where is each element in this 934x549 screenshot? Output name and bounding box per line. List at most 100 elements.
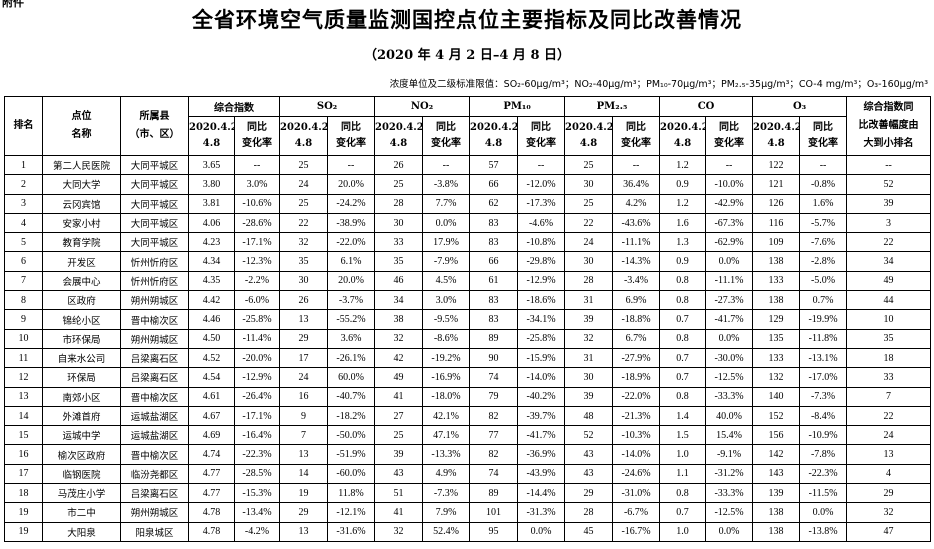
value-cell: 34 (374, 290, 423, 311)
header-change: 同比 变化率 (517, 116, 566, 156)
value-cell: 3.0% (234, 174, 280, 195)
value-cell: -25.8% (517, 328, 566, 349)
table-header: 排名 点位 名称 所属县 （市、区） 综合指数 SO₂ NO₂ PM₁₀ PM₂.₅ CO O₃ 综合指… (4, 96, 932, 156)
table-row: 12 环保局 吕梁离石区 4.54 -12.9% 24 60.0% 49 -16.9% 74 -14… (4, 367, 932, 388)
value-cell: 22 (564, 212, 614, 234)
value-cell: -12.9% (517, 270, 566, 292)
value-cell: 4.52 (188, 347, 235, 369)
value-cell: 129 (752, 309, 801, 330)
value-cell: 19 (279, 483, 328, 504)
value-cell: 0.9 (659, 251, 707, 272)
value-cell: 74 (469, 463, 519, 485)
attachment-label: 附件 (2, 0, 24, 9)
header-group-4: PM₂.₅ (564, 96, 661, 117)
air-quality-table: 排名 点位 名称 所属县 （市、区） 综合指数 SO₂ NO₂ PM₁₀ PM₂.₅ CO O₃ 综合指… (4, 96, 932, 542)
value-cell: -5.7% (799, 212, 848, 234)
value-cell: 13 (279, 444, 328, 465)
value-cell: 22 (279, 212, 328, 234)
header-group-3: PM₁₀ (469, 96, 566, 117)
value-cell: -11.1% (612, 232, 661, 253)
value-cell: 4.74 (188, 444, 235, 465)
value-cell: 20.0% (327, 270, 375, 292)
rank-cell: 9 (4, 309, 43, 330)
value-cell: 4.5% (421, 270, 471, 292)
value-cell: -- (799, 154, 848, 176)
value-cell: 7 (846, 386, 932, 407)
value-cell: 0.0% (705, 521, 754, 542)
value-cell: -6.0% (234, 290, 280, 311)
value-cell: 46 (374, 270, 423, 292)
value-cell: -- (421, 154, 471, 176)
header-group-1: SO₂ (279, 96, 375, 117)
value-cell: 135 (752, 328, 801, 349)
value-cell: 4.54 (188, 367, 235, 388)
value-cell: 4.78 (188, 521, 235, 542)
value-cell: 11.8% (327, 483, 375, 504)
value-cell: 3.6% (327, 328, 375, 349)
rank-cell: 2 (4, 174, 43, 195)
value-cell: 30 (279, 270, 328, 292)
value-cell: 29 (564, 483, 614, 504)
value-cell: 39 (846, 193, 932, 214)
rank-cell: 6 (4, 251, 43, 272)
county-cell: 临汾尧都区 (120, 463, 189, 485)
date-range-subtitle: （2020 年 4 月 2 日–4 月 8 日） (363, 48, 571, 63)
value-cell: 0.8 (659, 270, 707, 292)
value-cell: 0.8 (659, 328, 707, 349)
rank-cell: 4 (4, 212, 43, 234)
table-row: 9 锦纶小区 晋中榆次区 4.46 -25.8% 13 -55.2% 38 -9.5% 83 -34… (4, 309, 932, 330)
value-cell: -31.0% (612, 483, 661, 504)
value-cell: -13.8% (799, 521, 848, 542)
value-cell: -0.8% (799, 174, 848, 195)
value-cell: 49 (846, 270, 932, 292)
county-cell: 吕梁离石区 (120, 367, 189, 388)
value-cell: 1.6% (799, 193, 848, 214)
value-cell: 42.1% (421, 405, 471, 427)
value-cell: 45 (564, 521, 614, 542)
value-cell: 16 (279, 386, 328, 407)
county-cell: 大同平城区 (120, 154, 189, 176)
value-cell: -14.0% (612, 444, 661, 465)
value-cell: 82 (469, 444, 519, 465)
value-cell: 52 (846, 174, 932, 195)
site-name-cell: 锦纶小区 (42, 309, 121, 330)
value-cell: 4.23 (188, 232, 235, 253)
value-cell: 35 (374, 251, 423, 272)
value-cell: 140 (752, 386, 801, 407)
value-cell: 77 (469, 425, 519, 446)
value-cell: 1.4 (659, 405, 707, 427)
value-cell: 18 (846, 347, 932, 369)
value-cell: -9.5% (421, 309, 471, 330)
table-row: 8 区政府 朔州朔城区 4.42 -6.0% 26 -3.7% 34 3.0% 83 -18.6% 3… (4, 290, 932, 311)
value-cell: -28.6% (234, 212, 280, 234)
value-cell: 95 (469, 521, 519, 542)
value-cell: -62.9% (705, 232, 754, 253)
value-cell: -55.2% (327, 309, 375, 330)
value-cell: 83 (469, 290, 519, 311)
value-cell: -27.9% (612, 347, 661, 369)
value-cell: -14.3% (612, 251, 661, 272)
rank-cell: 14 (4, 405, 43, 427)
header-change: 同比 变化率 (799, 116, 848, 156)
value-cell: -17.0% (799, 367, 848, 388)
value-cell: 101 (469, 502, 519, 523)
site-name-cell: 安家小村 (42, 212, 121, 234)
value-cell: -19.9% (799, 309, 848, 330)
value-cell: 49 (374, 367, 423, 388)
value-cell: 1.5 (659, 425, 707, 446)
table-row: 14 外滩首府 运城盐湖区 4.67 -17.1% 9 -18.2% 27 42.1% 82 -39… (4, 405, 932, 427)
value-cell: 0.9 (659, 174, 707, 195)
value-cell: 52 (564, 425, 614, 446)
value-cell: -29.8% (517, 251, 566, 272)
value-cell: 41 (374, 502, 423, 523)
value-cell: 138 (752, 502, 801, 523)
value-cell: 0.7 (659, 502, 707, 523)
value-cell: -13.1% (799, 347, 848, 369)
value-cell: 22 (846, 405, 932, 427)
table-row: 15 运城中学 运城盐湖区 4.69 -16.4% 7 -50.0% 25 47.1% 77 -41… (4, 425, 932, 446)
value-cell: -11.5% (799, 483, 848, 504)
value-cell: 0.0% (517, 521, 566, 542)
county-cell: 忻州忻府区 (120, 251, 189, 272)
rank-cell: 18 (4, 483, 43, 504)
value-cell: -- (327, 154, 375, 176)
